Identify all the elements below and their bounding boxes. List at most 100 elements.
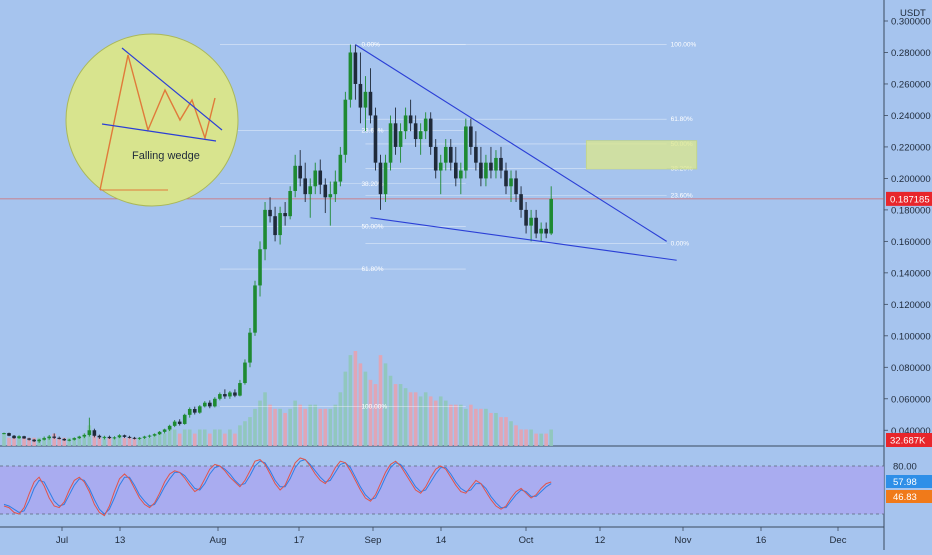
- candle-body: [248, 332, 252, 363]
- volume-bar: [333, 404, 338, 446]
- volume-bar: [132, 437, 137, 446]
- candle-body: [293, 165, 297, 191]
- price-tick-label: 0.160000: [891, 237, 931, 248]
- volume-bar: [368, 379, 373, 446]
- candle-body: [72, 438, 77, 440]
- volume-bar: [388, 375, 393, 446]
- time-tick-label: 16: [756, 535, 767, 546]
- price-tick-label: 0.140000: [891, 268, 931, 279]
- oscillator-value-a: 57.98: [893, 477, 917, 488]
- volume-bar: [122, 437, 127, 446]
- candle-body: [192, 409, 197, 413]
- volume-bar: [27, 437, 31, 446]
- volume-bar: [117, 437, 122, 446]
- candle-body: [298, 165, 302, 179]
- volume-bar: [77, 437, 82, 446]
- volume-bar: [238, 425, 242, 446]
- volume-bar: [233, 433, 237, 446]
- candle-body: [223, 394, 227, 397]
- candle-body: [373, 115, 378, 163]
- volume-bar: [273, 408, 277, 446]
- oscillator-pane: [0, 457, 884, 517]
- volume-bar: [142, 437, 147, 446]
- candle-body: [348, 52, 353, 100]
- inset-zigzag: [99, 54, 216, 191]
- volume-bar: [504, 417, 508, 446]
- volume-bar: [223, 433, 227, 446]
- candle-body: [363, 91, 368, 108]
- candle-body: [524, 209, 528, 226]
- volume-bar: [378, 355, 383, 446]
- volume-bar: [423, 392, 428, 446]
- price-candles: [2, 44, 553, 443]
- volume-bar: [428, 396, 433, 446]
- volume-bar: [338, 392, 343, 446]
- candle-body: [343, 99, 348, 155]
- volume-bar: [534, 433, 538, 446]
- price-tick-label: 0.040000: [891, 426, 931, 437]
- candle-body: [403, 115, 408, 132]
- candle-body: [263, 209, 267, 250]
- candle-body: [509, 178, 513, 187]
- volume-bar: [474, 408, 478, 446]
- volume-bar: [489, 412, 493, 446]
- candle-body: [333, 181, 338, 195]
- candle-body: [474, 146, 478, 163]
- volume-bar: [203, 429, 207, 446]
- candle-body: [62, 438, 67, 441]
- candle-body: [464, 126, 468, 171]
- price-tick-label: 0.300000: [891, 17, 931, 28]
- volume-bar: [383, 363, 388, 446]
- candle-body: [479, 162, 483, 179]
- candle-body: [197, 406, 202, 413]
- candle-body: [539, 228, 543, 234]
- fib-left-label: 100.00%: [361, 404, 387, 411]
- candle-body: [27, 438, 31, 440]
- candle-body: [484, 162, 488, 179]
- candle-body: [353, 52, 358, 84]
- candle-body: [77, 436, 82, 439]
- candle-body: [268, 209, 272, 217]
- time-tick-label: 17: [294, 535, 305, 546]
- candle-body: [92, 430, 97, 436]
- volume-value: 32.687K: [890, 436, 926, 447]
- drawings: [355, 44, 698, 261]
- candle-body: [122, 435, 127, 437]
- candle-body: [258, 249, 262, 286]
- candle-body: [47, 436, 51, 439]
- volume-bar: [393, 384, 398, 446]
- fib-left-label: 23.60%: [361, 128, 383, 135]
- candle-body: [213, 398, 217, 407]
- volume-bar: [494, 412, 498, 446]
- candle-body: [418, 131, 423, 140]
- candle-body: [489, 162, 493, 171]
- volume-bar: [459, 404, 463, 446]
- inset-wedge-upper: [121, 47, 223, 131]
- volume-bar: [438, 396, 443, 446]
- volume-bar: [7, 437, 11, 446]
- volume-bars: [2, 351, 553, 446]
- price-tick-label: 0.180000: [891, 205, 931, 216]
- volume-bar: [67, 437, 72, 446]
- candle-body: [37, 439, 41, 442]
- oscillator-red-line: [3, 457, 552, 517]
- candle-body: [368, 91, 373, 116]
- volume-bar: [182, 429, 187, 446]
- candle-body: [233, 392, 237, 396]
- candle-body: [152, 434, 157, 436]
- candle-body: [87, 430, 92, 435]
- candle-body: [544, 228, 548, 234]
- last-price-value: 0.187185: [890, 194, 930, 205]
- volume-bar: [107, 437, 112, 446]
- candle-body: [454, 162, 458, 179]
- candle-body: [132, 437, 137, 439]
- volume-bar: [298, 404, 302, 446]
- volume-bar: [418, 396, 423, 446]
- volume-bar: [127, 437, 132, 446]
- candle-body: [203, 402, 207, 407]
- volume-bar: [258, 400, 262, 446]
- volume-bar: [172, 429, 177, 446]
- volume-bar: [443, 400, 448, 446]
